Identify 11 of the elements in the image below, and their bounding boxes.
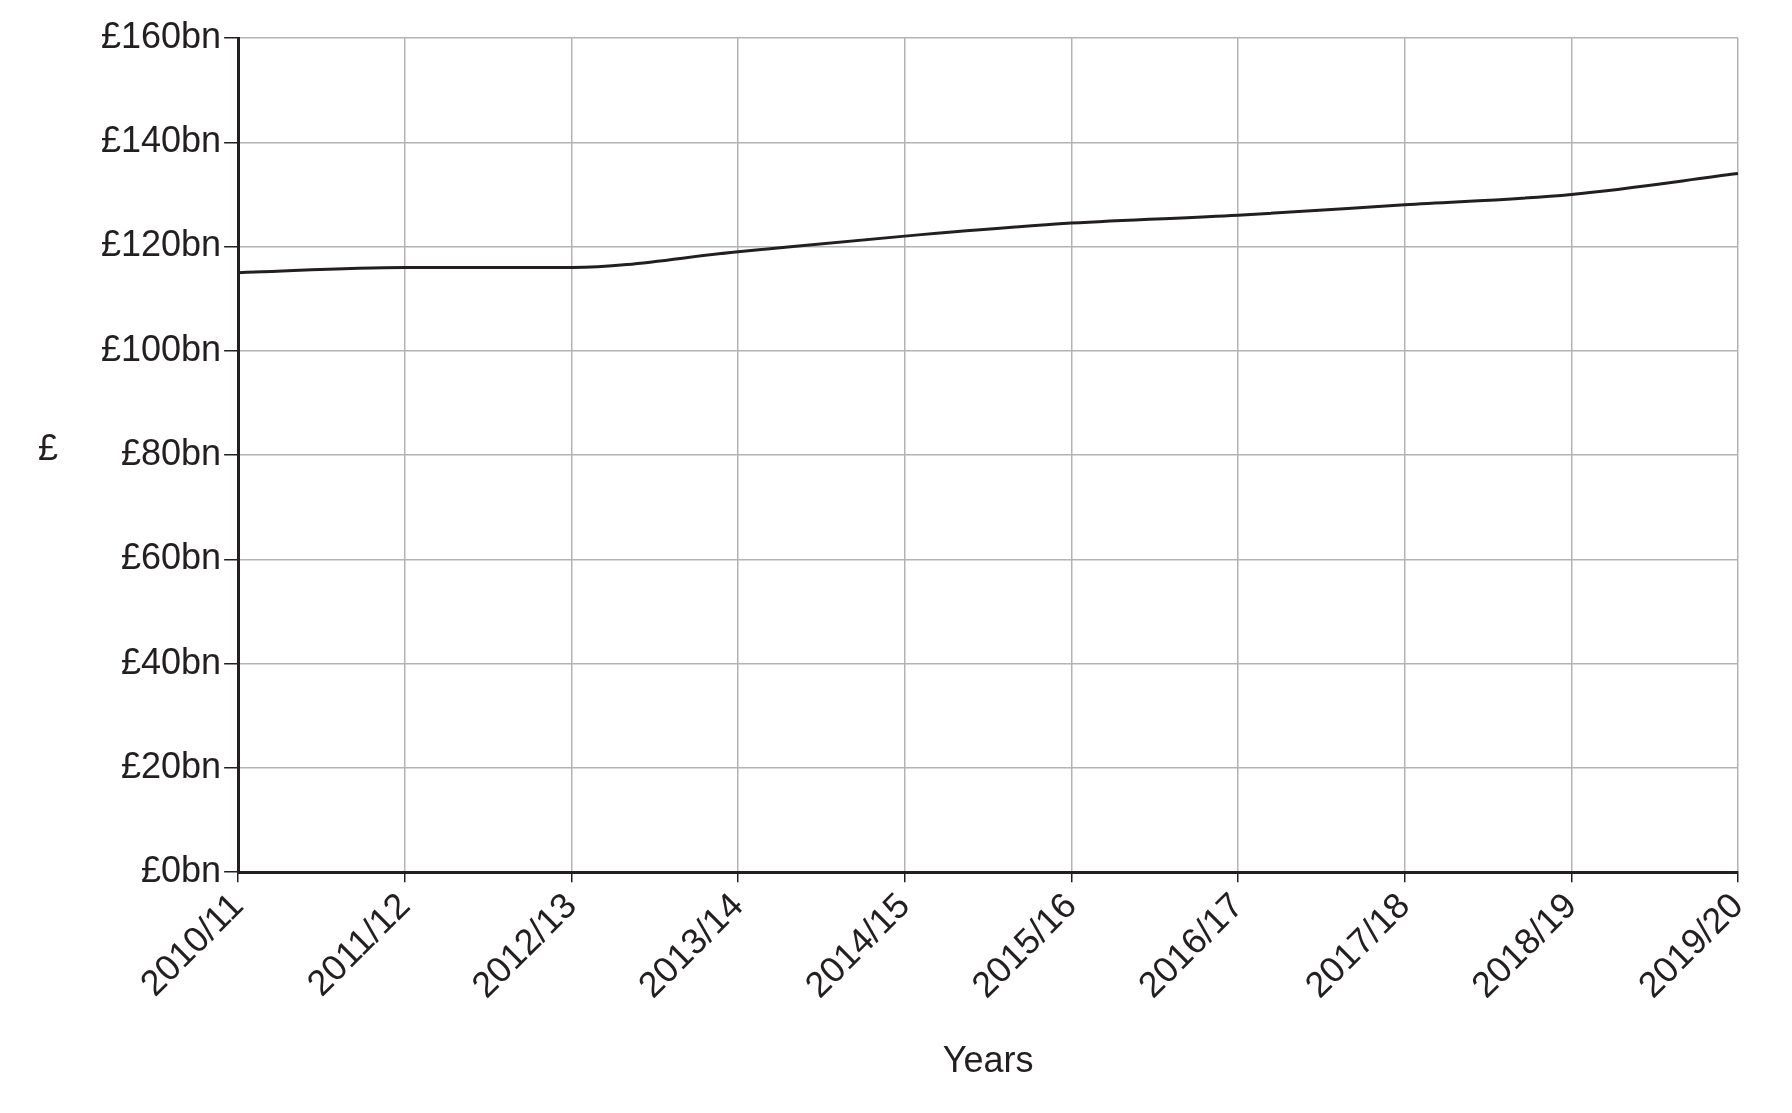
x-axis-title: Years xyxy=(942,1039,1034,1081)
y-tick-label: £60bn xyxy=(121,536,222,578)
y-tick-label: £140bn xyxy=(100,119,222,161)
y-tick-label: £0bn xyxy=(141,849,222,891)
y-tick-label: £100bn xyxy=(100,327,222,369)
y-tick-label: £120bn xyxy=(100,223,222,265)
y-tick-label: £20bn xyxy=(121,744,222,786)
y-axis-title: £ xyxy=(38,427,59,469)
y-tick-label: £160bn xyxy=(100,14,222,56)
y-tick-label: £40bn xyxy=(121,640,222,682)
y-tick-label: £80bn xyxy=(121,432,222,474)
